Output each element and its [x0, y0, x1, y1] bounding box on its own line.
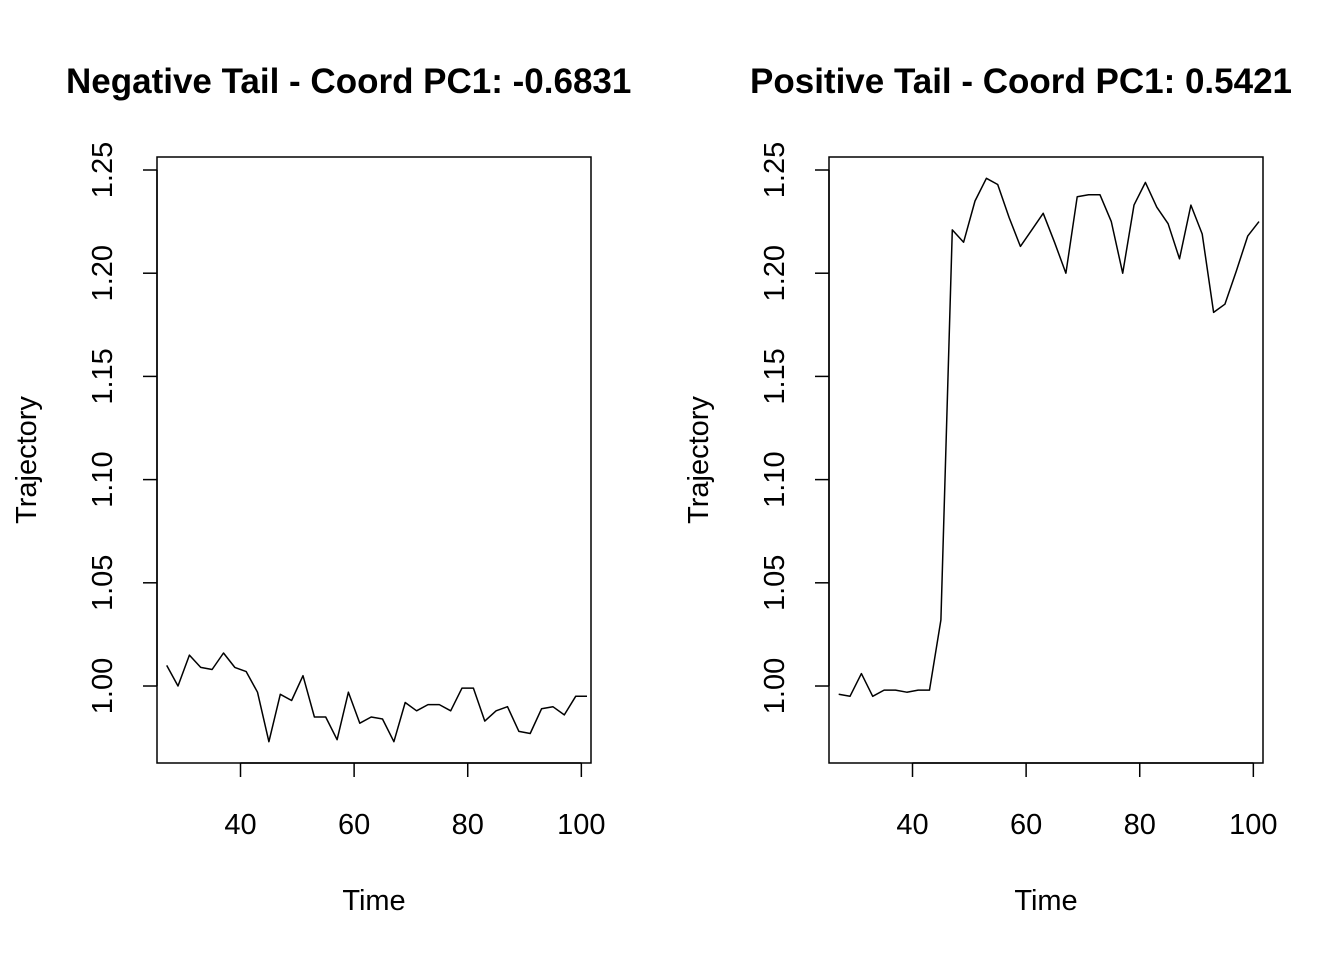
x-axis: 40 60 80 100 [224, 762, 606, 841]
x-tick-label: 40 [224, 809, 256, 841]
chart-title: Negative Tail - Coord PC1: -0.6831 [66, 62, 631, 101]
series-line-group [166, 652, 587, 743]
series-line-group [838, 177, 1260, 698]
x-tick-label: 100 [1229, 809, 1277, 841]
y-axis: 1.00 1.05 1.10 1.15 1.20 1.25 [87, 142, 158, 714]
x-axis-label: Time [342, 885, 405, 917]
y-axis: 1.00 1.05 1.10 1.15 1.20 1.25 [759, 142, 830, 714]
x-tick-label: 40 [896, 809, 928, 841]
y-tick-label: 1.00 [87, 658, 119, 714]
y-tick-label: 1.20 [759, 245, 791, 301]
x-tick-label: 80 [1124, 809, 1156, 841]
y-tick-label: 1.25 [87, 142, 119, 198]
y-axis-label: Trajectory [683, 396, 715, 524]
y-tick-label: 1.15 [87, 348, 119, 404]
y-tick-label: 1.25 [759, 142, 791, 198]
plot-frame [156, 156, 592, 764]
positive-tail-panel: Positive Tail - Coord PC1: 0.5421 Time T… [683, 62, 1292, 917]
x-tick-label: 60 [338, 809, 370, 841]
negative-tail-panel: Negative Tail - Coord PC1: -0.6831 Time … [11, 62, 631, 917]
x-tick-label: 100 [557, 809, 605, 841]
y-tick-label: 1.15 [759, 348, 791, 404]
y-tick-label: 1.10 [759, 451, 791, 507]
plot-frame [828, 156, 1264, 764]
x-axis-label: Time [1014, 885, 1077, 917]
chart-title: Positive Tail - Coord PC1: 0.5421 [750, 62, 1292, 101]
y-tick-label: 1.05 [759, 555, 791, 611]
series-line [838, 177, 1260, 698]
x-axis: 40 60 80 100 [896, 762, 1278, 841]
y-axis-label: Trajectory [11, 396, 43, 524]
x-tick-label: 80 [452, 809, 484, 841]
y-tick-label: 1.00 [759, 658, 791, 714]
x-tick-label: 60 [1010, 809, 1042, 841]
series-line [166, 652, 587, 743]
y-tick-label: 1.05 [87, 555, 119, 611]
y-tick-label: 1.10 [87, 451, 119, 507]
y-tick-label: 1.20 [87, 245, 119, 301]
